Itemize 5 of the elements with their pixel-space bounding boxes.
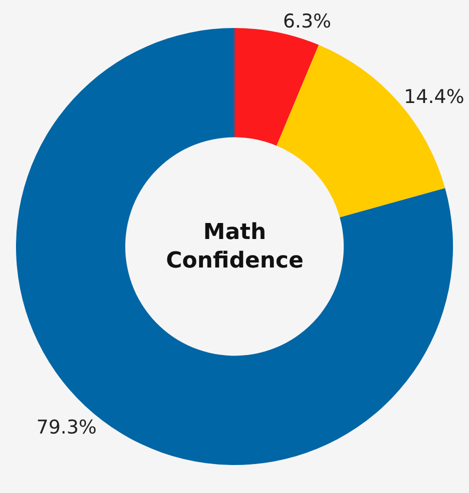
donut-slice xyxy=(234,28,319,146)
data-label: 79.3% xyxy=(36,416,97,438)
data-label: 14.4% xyxy=(404,86,464,108)
data-label: 6.3% xyxy=(282,10,332,33)
text: Math Confidence xyxy=(166,220,304,274)
